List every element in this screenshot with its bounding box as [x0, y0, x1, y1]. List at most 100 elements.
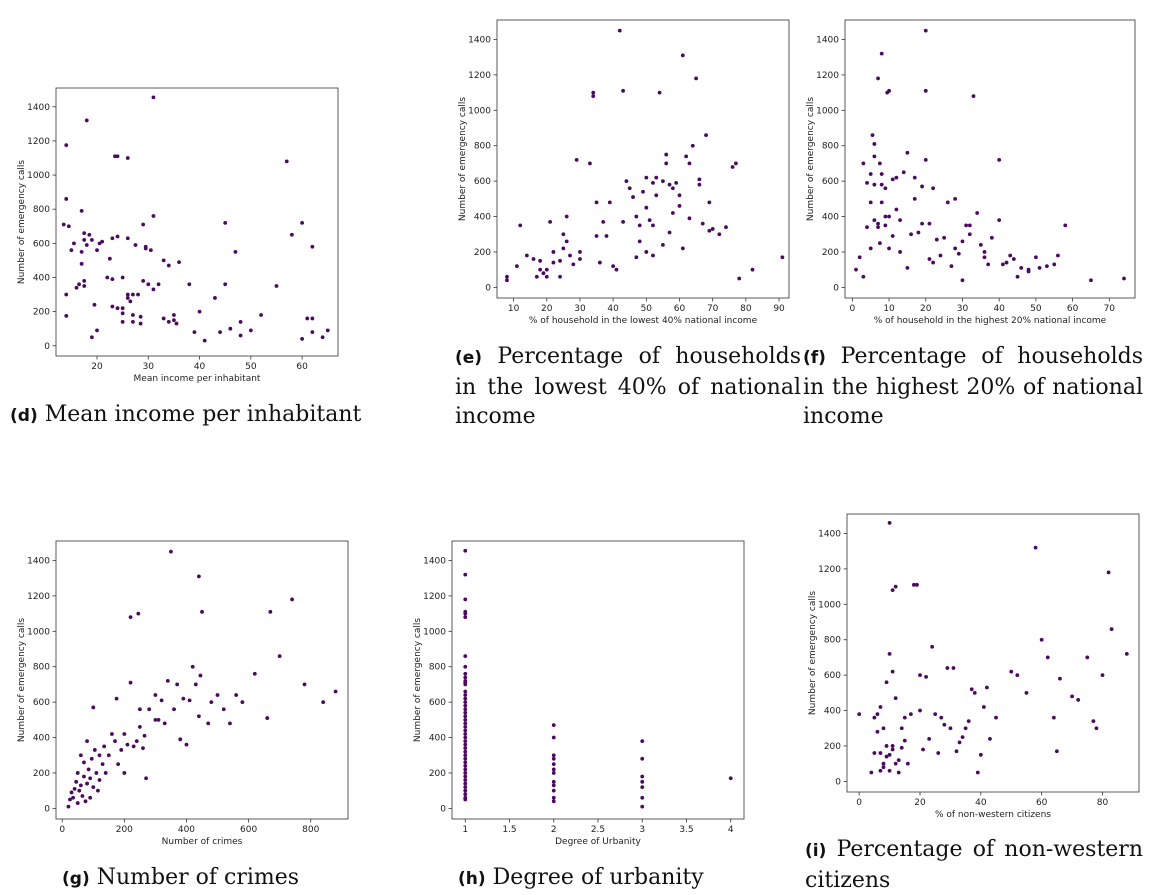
data-point: [946, 200, 950, 204]
y-tick-label: 0: [835, 777, 841, 787]
data-point: [138, 707, 142, 711]
data-point: [94, 771, 98, 775]
data-point: [239, 334, 243, 338]
y-tick-label: 400: [822, 213, 839, 223]
data-point: [216, 693, 220, 697]
data-point: [515, 264, 519, 268]
y-tick-label: 200: [429, 769, 446, 779]
data-point: [879, 751, 883, 755]
data-point: [104, 771, 108, 775]
data-point: [310, 317, 314, 321]
data-point: [876, 225, 880, 229]
data-point: [664, 162, 668, 166]
data-point: [463, 711, 467, 715]
caption-text: Percentage of households in the highest …: [803, 344, 1143, 429]
data-point: [920, 222, 924, 226]
caption-text: Mean income per inhabitant: [45, 402, 362, 427]
data-point: [967, 719, 971, 723]
data-point: [1110, 627, 1114, 631]
data-point: [1019, 266, 1023, 270]
data-point: [275, 284, 279, 288]
data-point: [949, 726, 953, 730]
data-point: [73, 787, 77, 791]
data-point: [1125, 652, 1129, 656]
data-point: [88, 776, 92, 780]
y-tick-label: 1400: [423, 556, 446, 566]
data-point: [891, 177, 895, 181]
data-point: [638, 224, 642, 228]
data-point: [136, 293, 140, 297]
data-point: [737, 277, 741, 281]
data-point: [724, 225, 728, 229]
data-point: [1063, 224, 1067, 228]
data-point: [865, 225, 869, 229]
caption-text: Degree of urbanity: [493, 865, 704, 890]
y-tick-label: 600: [474, 177, 491, 187]
data-point: [72, 241, 76, 245]
y-tick-label: 1000: [27, 171, 50, 181]
data-point: [698, 183, 702, 187]
data-point: [93, 748, 97, 752]
data-point: [95, 328, 99, 332]
data-point: [505, 278, 509, 282]
data-point: [894, 176, 898, 180]
data-point: [463, 757, 467, 761]
data-point: [688, 162, 692, 166]
y-tick-label: 0: [44, 342, 50, 352]
x-tick-label: 20: [541, 304, 553, 314]
data-point: [953, 247, 957, 251]
data-point: [1052, 716, 1056, 720]
data-point: [463, 675, 467, 679]
y-axis-label: Number of emergency calls: [17, 618, 27, 742]
data-point: [924, 89, 928, 93]
data-point: [463, 693, 467, 697]
scatter-panel-g: 0 200 400 600 800 0 200 400 600 800 1000 1200 1400 Nu…: [14, 535, 354, 845]
data-point: [81, 794, 85, 798]
data-point: [463, 549, 467, 553]
data-point: [979, 243, 983, 247]
data-point: [121, 320, 125, 324]
data-point: [122, 771, 126, 775]
x-tick-label: 70: [1104, 304, 1116, 314]
data-point: [1058, 677, 1062, 681]
data-point: [82, 284, 86, 288]
data-point: [595, 200, 599, 204]
data-point: [552, 771, 556, 775]
data-point: [129, 615, 133, 619]
data-point: [135, 739, 139, 743]
data-point: [209, 700, 213, 704]
data-point: [62, 223, 66, 227]
x-tick-label: 60: [296, 362, 308, 372]
data-point: [957, 252, 961, 256]
data-point: [463, 798, 467, 802]
data-point: [654, 176, 658, 180]
data-point: [885, 744, 889, 748]
data-point: [175, 322, 179, 326]
data-point: [552, 796, 556, 800]
plot-frame: [56, 541, 348, 819]
data-point: [1046, 656, 1050, 660]
x-tick-label: 90: [773, 304, 785, 314]
data-point: [707, 229, 711, 233]
data-point: [900, 746, 904, 750]
data-point: [463, 672, 467, 676]
data-point: [903, 739, 907, 743]
data-point: [463, 697, 467, 701]
x-tick-label: 60: [1036, 798, 1048, 808]
data-point: [206, 721, 210, 725]
data-point: [961, 278, 965, 282]
data-point: [463, 654, 467, 658]
data-point: [101, 762, 105, 766]
data-point: [615, 268, 619, 272]
data-point: [997, 158, 1001, 162]
data-point: [146, 282, 150, 286]
data-point: [878, 241, 882, 245]
data-point: [193, 330, 197, 334]
caption-tag: (h): [458, 869, 486, 889]
data-point: [228, 721, 232, 725]
data-point: [518, 224, 522, 228]
data-point: [126, 293, 130, 297]
caption-tag: (d): [10, 406, 38, 426]
data-point: [1001, 262, 1005, 266]
data-point: [74, 780, 78, 784]
